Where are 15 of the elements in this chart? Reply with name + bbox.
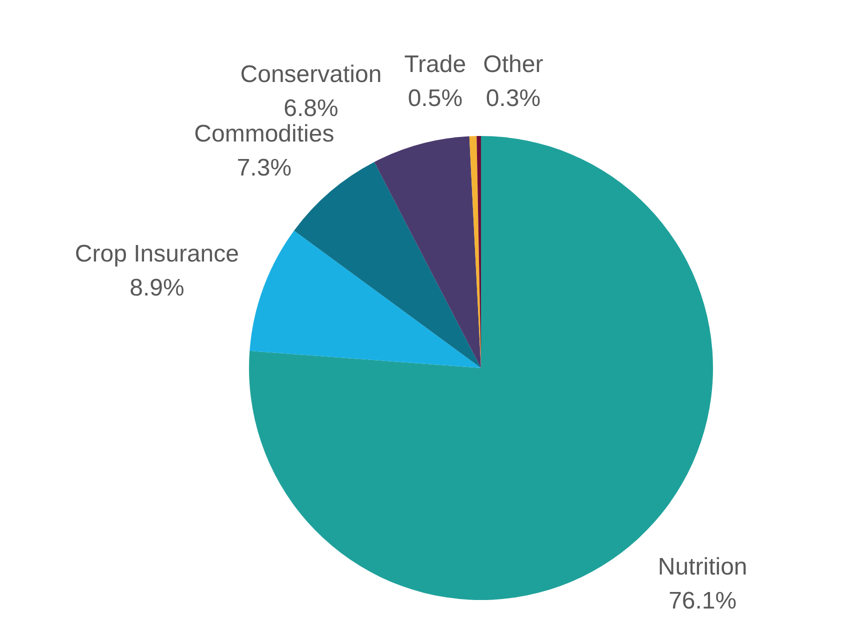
pie-slice [250,230,481,368]
data-label: 0.5% [408,85,463,112]
slice-label: Conservation [240,61,382,88]
slice-label: Nutrition [658,553,748,580]
data-label: 7.3% [236,154,292,182]
slice-label: Other [483,51,544,78]
slice-label: Trade [404,51,466,78]
data-label: 0.3% [486,85,541,112]
pie-slice [374,136,481,368]
slice-label: Crop Insurance [74,240,239,268]
slice-label: Commodities [194,120,334,148]
data-label: 8.9% [130,274,184,302]
data-label: 76.1% [668,587,737,614]
data-label: 6.8% [284,95,338,122]
pie-slice [294,162,481,368]
